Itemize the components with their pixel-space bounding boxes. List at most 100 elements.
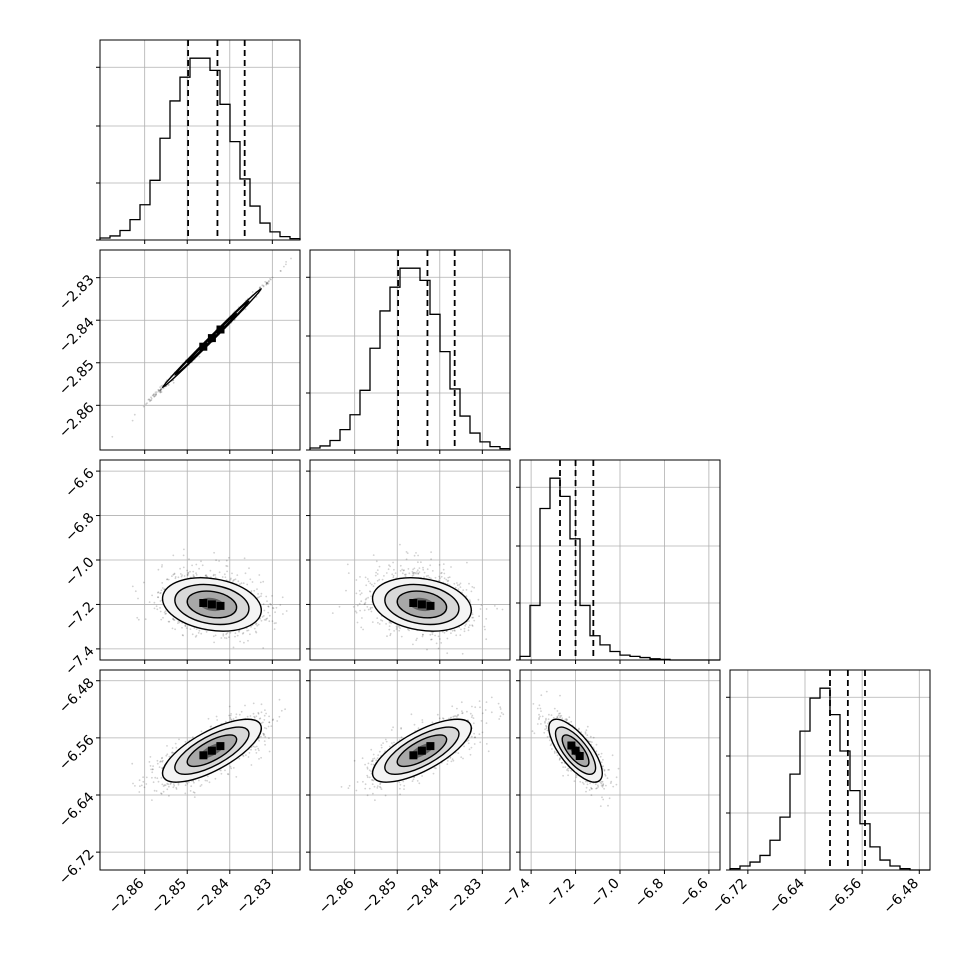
scatter-point — [229, 631, 232, 634]
scatter-point — [255, 752, 258, 754]
scatter-point — [427, 574, 429, 577]
scatter-point — [157, 389, 160, 392]
scatter-point — [159, 388, 162, 391]
scatter-point — [165, 612, 168, 615]
scatter-point — [226, 565, 229, 568]
scatter-point — [198, 567, 201, 570]
scatter-point — [257, 593, 259, 595]
scatter-point — [439, 638, 441, 640]
scatter-point — [454, 586, 457, 589]
scatter-point — [421, 635, 424, 638]
scatter-point — [212, 573, 215, 576]
scatter-point — [273, 628, 276, 630]
scatter-point — [148, 399, 151, 401]
scatter-point — [468, 582, 470, 585]
scatter-point — [218, 571, 221, 574]
scatter-point — [214, 576, 217, 579]
scatter-point — [195, 574, 198, 576]
scatter-point — [413, 572, 415, 574]
scatter-point — [195, 634, 198, 637]
scatter-point — [177, 622, 179, 625]
scatter-point — [172, 554, 175, 557]
scatter-point — [355, 592, 358, 595]
scatter-point — [347, 572, 350, 574]
scatter-point — [159, 600, 162, 602]
scatter-point — [159, 391, 162, 394]
scatter-panel-1-2: −2.86−2.85−2.84−2.83 — [56, 249, 301, 454]
scatter-point — [430, 551, 432, 553]
scatter-point — [265, 282, 268, 285]
scatter-point — [408, 629, 410, 632]
scatter-point — [473, 619, 476, 622]
scatter-point — [265, 282, 268, 285]
scatter-point — [364, 598, 367, 601]
scatter-point — [255, 623, 257, 626]
scatter-point — [467, 626, 470, 629]
scatter-point — [267, 605, 270, 608]
scatter-point — [468, 620, 470, 622]
scatter-point — [213, 641, 216, 644]
scatter-point — [392, 561, 394, 564]
scatter-point — [367, 608, 370, 611]
scatter-point — [153, 393, 156, 396]
scatter-point — [477, 598, 480, 601]
scatter-point — [205, 631, 208, 633]
scatter-point — [364, 601, 367, 604]
scatter-point — [271, 276, 274, 279]
scatter-point — [182, 554, 185, 557]
scatter-point — [363, 609, 366, 612]
scatter-point — [231, 572, 233, 575]
scatter-point — [450, 632, 452, 635]
scatter-point — [265, 619, 267, 621]
scatter-point — [250, 625, 252, 628]
scatter-point — [198, 629, 201, 632]
contour-line — [161, 577, 262, 632]
scatter-point — [155, 393, 157, 396]
scatter-point — [453, 629, 456, 632]
scatter-point — [400, 635, 403, 638]
scatter-point — [153, 601, 156, 604]
scatter-point — [234, 578, 237, 581]
scatter-point — [263, 719, 266, 721]
scatter-point — [186, 782, 189, 785]
scatter-point — [271, 719, 274, 722]
scatter-point — [223, 573, 226, 576]
scatter-point — [134, 590, 137, 593]
scatter-point — [230, 719, 233, 722]
scatter-point — [370, 595, 372, 598]
scatter-point — [435, 642, 438, 645]
scatter-point — [373, 582, 376, 585]
scatter-point — [192, 574, 195, 576]
scatter-point — [237, 580, 240, 583]
scatter-point — [437, 579, 440, 582]
scatter-point — [360, 600, 363, 603]
scatter-point — [415, 552, 417, 554]
scatter-point — [418, 571, 421, 573]
scatter-point — [148, 601, 151, 603]
scatter-point — [168, 384, 170, 386]
scatter-point — [369, 590, 372, 593]
scatter-point — [262, 734, 265, 737]
scatter-point — [371, 621, 374, 623]
scatter-point — [157, 596, 159, 599]
scatter-point — [375, 560, 378, 563]
scatter-point — [244, 704, 246, 707]
scatter-point — [480, 604, 483, 607]
density-core-cell — [207, 600, 216, 609]
scatter-point — [148, 398, 151, 401]
scatter-point — [263, 733, 266, 736]
scatter-point — [441, 630, 444, 633]
scatter-point — [251, 291, 254, 293]
scatter-point — [465, 595, 468, 598]
scatter-point — [265, 281, 268, 284]
scatter-point — [453, 582, 456, 585]
scatter-point — [189, 628, 192, 630]
scatter-point — [229, 578, 232, 581]
scatter-point — [244, 308, 247, 311]
scatter-point — [260, 756, 262, 759]
scatter-point — [201, 564, 204, 567]
panel-plot-area — [100, 460, 300, 660]
scatter-point — [422, 633, 424, 636]
scatter-point — [161, 564, 164, 566]
scatter-point — [403, 573, 406, 576]
